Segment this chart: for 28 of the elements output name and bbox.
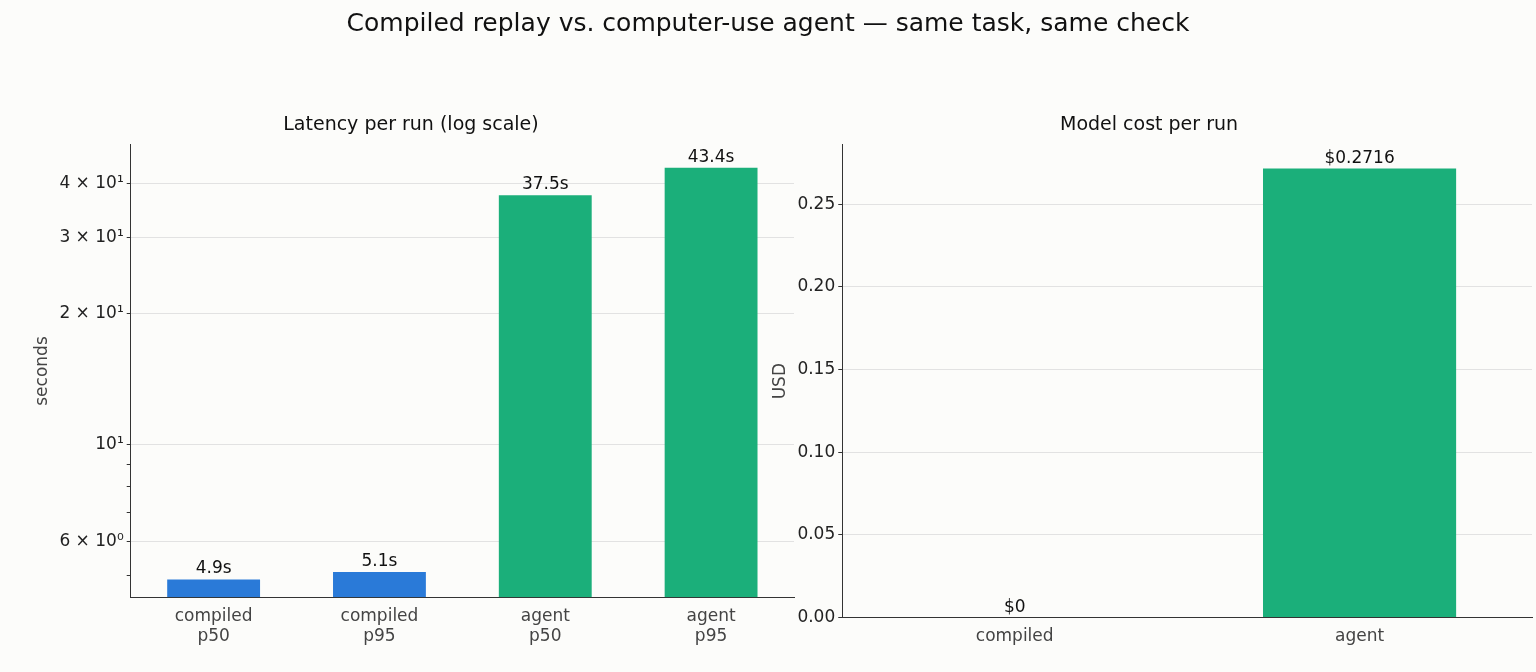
text: Compiled replay vs. computer-use agent — same task, same check [345, 8, 1191, 37]
x-tick-label: compiled [975, 625, 1054, 646]
chart-title: Model cost per run [1059, 112, 1239, 135]
data-label: 5.1s [361, 549, 398, 570]
data-label: 4.9s [195, 557, 232, 578]
x-tick-label: agent [1335, 625, 1385, 646]
y-axis-title: seconds [30, 336, 51, 406]
data-label: $0 [1003, 595, 1026, 616]
data-label: 43.4s [687, 145, 735, 166]
x-tick-label: compiled p95 [340, 604, 419, 646]
y-tick-label: 4 × 10¹ [59, 171, 124, 192]
y-axis-title: USD [768, 363, 789, 400]
y-tick-label: 6 × 10⁰ [59, 529, 124, 550]
y-tick-label: 0.05 [797, 523, 836, 544]
y-tick-label: 0.00 [797, 606, 836, 627]
y-tick-label: 0.20 [797, 275, 836, 296]
chart-title: Latency per run (log scale) [283, 112, 539, 135]
y-tick-label: 0.25 [797, 192, 836, 213]
y-tick-label: 0.15 [797, 358, 836, 379]
x-tick-label: agent p50 [520, 604, 571, 646]
data-label: 37.5s [521, 173, 569, 194]
y-tick-label: 0.10 [797, 440, 836, 461]
y-tick-label: 10¹ [95, 433, 124, 454]
y-tick-label: 3 × 10¹ [59, 225, 124, 246]
data-label: $0.2716 [1324, 146, 1395, 167]
x-tick-label: agent p95 [686, 604, 736, 646]
y-tick-label: 2 × 10¹ [59, 302, 124, 323]
x-tick-label: compiled p50 [174, 604, 253, 646]
